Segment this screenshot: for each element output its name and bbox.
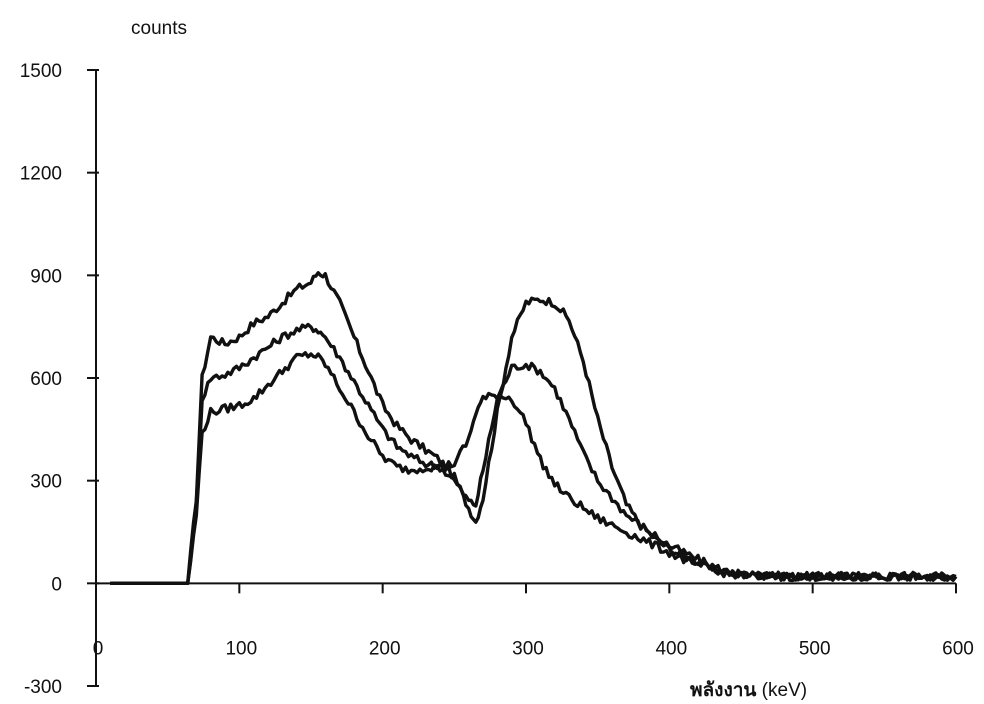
y-tick-label: 1200 (20, 164, 62, 185)
series-line-2 (110, 322, 957, 585)
y-axis-title: counts (131, 18, 187, 39)
x-tick-label: 200 (369, 638, 401, 659)
x-axis-title: พลังงาน (keV) (690, 680, 807, 701)
y-tick-label: -300 (24, 677, 62, 698)
y-tick-label: 1500 (20, 61, 62, 82)
x-tick-label: 300 (512, 638, 544, 659)
x-tick-label: 400 (655, 638, 687, 659)
x-tick-label: 0 (93, 638, 104, 659)
y-tick-label: 0 (51, 574, 62, 595)
x-tick-label: 500 (799, 638, 831, 659)
y-tick-label: 900 (30, 266, 62, 287)
series-line-3 (110, 351, 958, 585)
y-tick-label: 600 (30, 369, 62, 390)
ticks: -300 0 300 600 900 1200 1500 0 100 200 300 400 500 60… (20, 61, 974, 698)
y-tick-label: 300 (30, 472, 62, 493)
series-group (110, 271, 958, 585)
series-line-1 (110, 271, 958, 585)
x-tick-label: 600 (942, 638, 974, 659)
x-tick-label: 100 (225, 638, 257, 659)
